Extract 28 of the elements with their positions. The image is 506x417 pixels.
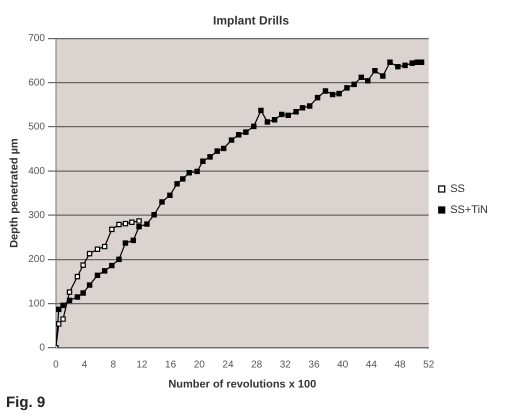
x-tick-label: 36 (308, 360, 320, 371)
x-tick-label: 4 (82, 360, 88, 371)
x-tick-label: 44 (366, 360, 378, 371)
y-tick-label: 300 (28, 210, 46, 221)
caption: Fig. 9 (6, 394, 46, 411)
x-tick-label: 24 (222, 360, 234, 371)
chart-title: Implant Drills (212, 14, 290, 28)
x-axis-title: Number of revolutions x 100 (168, 378, 316, 390)
y-tick-label: 100 (28, 298, 46, 310)
y-axis-title: Depth penetrated µm (8, 138, 21, 248)
x-tick-label: 0 (53, 360, 60, 371)
x-tick-label: 40 (337, 360, 349, 371)
y-tick-label: 0 (39, 342, 46, 354)
x-tick-label: 52 (423, 360, 435, 371)
legend-label: SS+TiN (450, 204, 488, 216)
x-tick-label: 48 (394, 360, 406, 371)
y-tick-label: 700 (28, 33, 46, 44)
y-tick-label: 500 (28, 122, 46, 133)
x-tick-label: 28 (251, 360, 263, 371)
x-tick-label: 32 (280, 360, 292, 371)
x-tick-label: 8 (110, 360, 116, 371)
y-tick-label: 400 (28, 166, 46, 177)
x-tick-label: 16 (165, 360, 177, 371)
x-tick-label: 20 (194, 360, 206, 371)
y-tick-label: 600 (28, 77, 46, 88)
x-tick-label: 12 (136, 360, 148, 371)
legend-label: SS (450, 183, 465, 196)
y-tick-label: 200 (28, 254, 46, 266)
